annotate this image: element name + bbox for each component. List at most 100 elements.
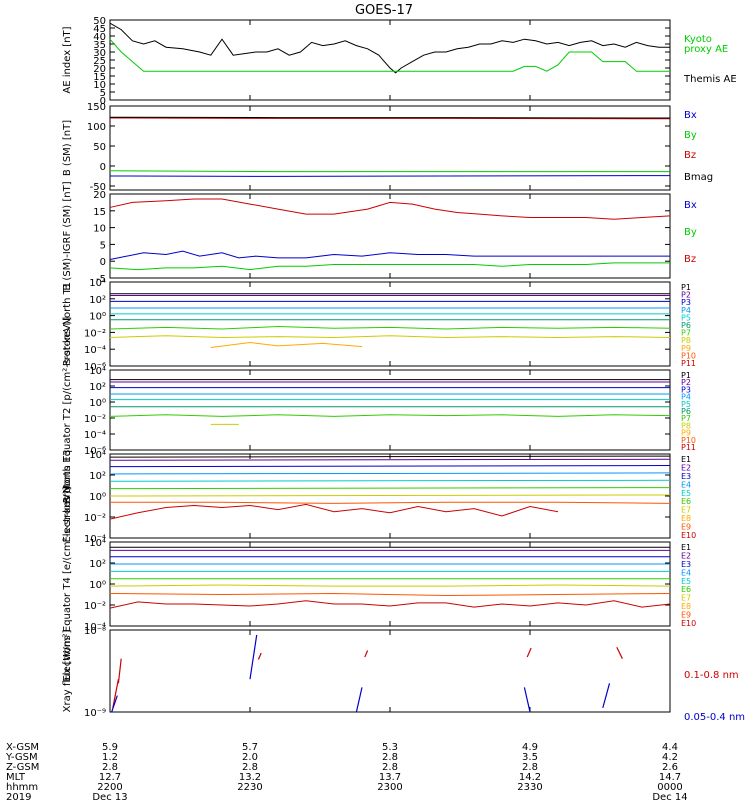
legend-entry: E10 xyxy=(681,531,696,540)
legend-entry: E7 xyxy=(681,594,691,603)
series-line xyxy=(109,262,670,271)
y-tick-label: 10⁴ xyxy=(89,278,106,289)
y-tick-label: 100 xyxy=(87,122,106,133)
y-tick-label: -5 xyxy=(96,274,106,285)
orbit-cell: 2.8 xyxy=(242,762,258,773)
legend-entry: E2 xyxy=(681,463,691,472)
orbit-cell: 2.8 xyxy=(382,762,398,773)
legend-entry: Bmag xyxy=(684,172,713,183)
series-line xyxy=(109,458,671,461)
y-tick-label: 10⁰ xyxy=(89,580,106,591)
legend-entry: P10 xyxy=(681,351,696,360)
series-line xyxy=(109,38,670,72)
series-line xyxy=(109,455,671,458)
y-axis-label: Electrons North T3 xyxy=(62,449,73,542)
orbit-cell: 14.2 xyxy=(519,772,541,783)
orbit-cell: 13.2 xyxy=(239,772,261,783)
y-tick-label: 10⁴ xyxy=(89,538,106,549)
legend-entry: P5 xyxy=(681,313,691,322)
legend-entry: E9 xyxy=(681,611,691,620)
y-tick-label: 10⁻⁴ xyxy=(84,345,106,356)
orbit-cell: 12.7 xyxy=(99,772,121,783)
series-line xyxy=(109,116,671,119)
legend-entry: Bx xyxy=(684,110,697,121)
orbit-cell: 2.6 xyxy=(662,762,678,773)
orbit-cell: Dec 13 xyxy=(92,792,127,800)
series-line xyxy=(109,175,671,177)
series-segment xyxy=(602,683,611,709)
y-tick-label: 10² xyxy=(89,295,106,306)
y-axis-label: Protons North T1 xyxy=(62,282,73,366)
y-tick-label: 10⁴ xyxy=(89,366,106,377)
panel-frame xyxy=(109,629,671,713)
series-line xyxy=(109,487,671,490)
orbit-cell: 2230 xyxy=(237,782,262,793)
legend-entry: E7 xyxy=(681,506,691,515)
y-tick-label: 5 xyxy=(100,240,106,251)
orbit-cell: 2.8 xyxy=(522,762,538,773)
legend-entry: P8 xyxy=(681,421,691,430)
panel-frame xyxy=(109,19,671,101)
y-tick-label: 30 xyxy=(93,48,106,59)
y-tick-label: 25 xyxy=(93,56,106,67)
legend-entry: P1 xyxy=(681,283,691,292)
series-line xyxy=(109,494,671,497)
panel-frame xyxy=(109,193,671,279)
panel-frame xyxy=(109,281,671,367)
y-tick-label: 10⁻⁴ xyxy=(84,430,106,441)
series-line xyxy=(109,326,671,330)
y-tick-label: 10⁻² xyxy=(84,328,106,339)
series-line xyxy=(109,250,670,261)
y-axis-label: Xray flux [W/m²] xyxy=(62,630,73,713)
orbit-cell: 14.7 xyxy=(659,772,681,783)
series-line xyxy=(109,170,670,173)
orbit-cell: 2.0 xyxy=(242,752,258,763)
y-tick-label: 10⁻⁴ xyxy=(84,622,106,633)
orbit-row-label: X-GSM xyxy=(6,742,39,753)
legend-entry: P7 xyxy=(681,329,691,338)
orbit-cell: 2330 xyxy=(517,782,542,793)
legend-entry: P1 xyxy=(681,371,691,380)
y-axis-label: B (SM) [nT] xyxy=(62,120,73,176)
y-tick-label: 10² xyxy=(89,382,106,393)
legend-entry: Kyoto xyxy=(684,34,712,45)
y-tick-label: 150 xyxy=(87,102,106,113)
legend-entry: Bz xyxy=(684,254,696,265)
panel-bsm: -50 0 50 100 150 B (SM) [nT] Bx By Bz Bmag xyxy=(62,102,713,193)
legend-entry: P3 xyxy=(681,298,691,307)
legend-entry: P9 xyxy=(681,344,691,353)
series-line xyxy=(109,335,671,338)
legend-entry: P6 xyxy=(681,407,691,416)
orbit-row-label: hhmm xyxy=(6,782,38,793)
y-tick-label: 10⁻⁶ xyxy=(84,362,106,373)
legend-entry: 0.05-0.4 nm xyxy=(684,712,745,723)
orbit-cell: 13.7 xyxy=(379,772,401,783)
y-tick-label: 10⁻² xyxy=(84,601,106,612)
legend-entry: P4 xyxy=(681,306,691,315)
y-tick-label: 10⁻⁴ xyxy=(84,534,106,545)
y-tick-label: 35 xyxy=(93,40,106,51)
legend-entry: E4 xyxy=(681,568,691,577)
y-tick-label: 5 xyxy=(100,88,106,99)
legend-entry: E4 xyxy=(681,480,691,489)
y-tick-label: 10⁰ xyxy=(89,492,106,503)
series-line xyxy=(109,414,671,417)
series-line xyxy=(109,479,671,482)
series-line xyxy=(109,584,671,587)
legend-entry: E9 xyxy=(681,523,691,532)
series-line xyxy=(210,341,363,349)
y-tick-label: 50 xyxy=(93,142,106,153)
panel-protons-t2: 10⁻⁶ 10⁻⁴ 10⁻² 10⁰ 10² 10⁴ Protons Equator T2 … xyxy=(62,317,696,504)
orbit-cell: 4.2 xyxy=(662,752,678,763)
y-tick-label: 0 xyxy=(100,257,106,268)
series-line xyxy=(109,117,671,120)
y-tick-label: 10 xyxy=(93,80,106,91)
legend-entry: P11 xyxy=(681,443,696,452)
orbit-row-label: Z-GSM xyxy=(6,762,39,773)
orbit-row-label: 2019 xyxy=(6,792,31,800)
y-tick-label: 10⁻⁶ xyxy=(84,446,106,457)
series-segment xyxy=(364,650,369,658)
legend-entry: P10 xyxy=(681,436,696,445)
